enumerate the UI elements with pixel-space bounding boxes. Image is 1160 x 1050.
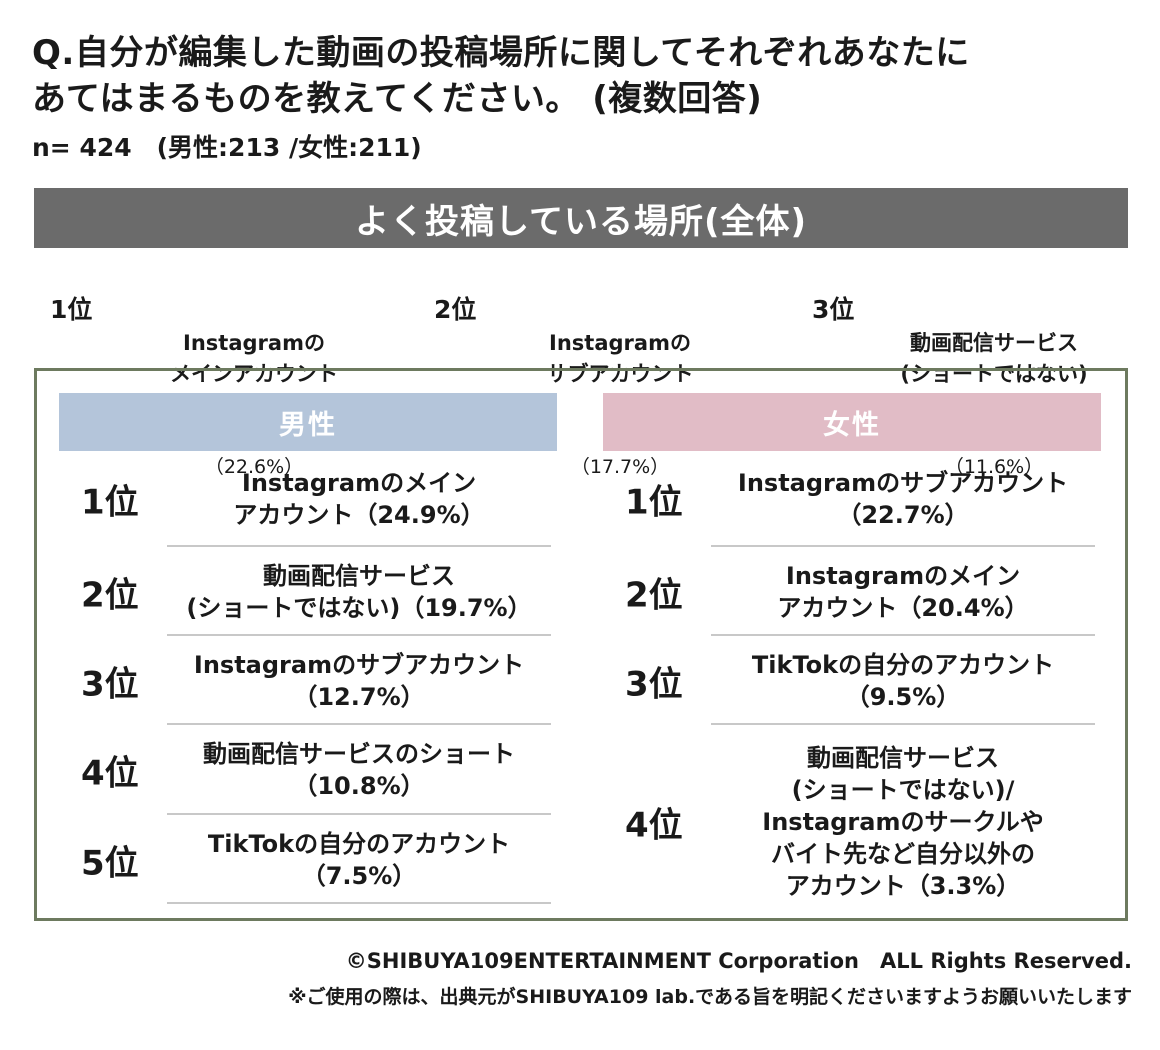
rank-text: 動画配信サービスのショート （10.8%） <box>203 740 515 800</box>
row-divider <box>711 634 1095 636</box>
rank-text: Instagramのメイン アカウント（20.4%） <box>777 561 1029 622</box>
rank-number: 5位 <box>81 843 139 883</box>
overall-rank-3: 3位 <box>812 295 855 324</box>
female-rank-row-2: 2位 Instagramのメイン アカウント（20.4%） <box>603 547 1101 636</box>
male-rank-row-3: 3位 Instagramのサブアカウント （12.7%） <box>59 636 557 725</box>
male-header: 男性 <box>59 393 557 451</box>
row-divider <box>167 902 551 904</box>
rank-text: Instagramのサブアカウント （22.7%） <box>737 469 1069 529</box>
female-rank-row-3: 3位 TikTokの自分のアカウント （9.5%） <box>603 636 1101 725</box>
male-ranking-list: 1位 Instagramのメイン アカウント（24.9%） 2位 動画配信サービ… <box>59 451 557 904</box>
rank-number: 3位 <box>625 664 683 704</box>
rank-text: TikTokの自分のアカウント （9.5%） <box>751 650 1055 711</box>
overall-banner: よく投稿している場所(全体) <box>34 188 1128 248</box>
male-rank-row-5: 5位 TikTokの自分のアカウント （7.5%） <box>59 815 557 904</box>
female-rank-row-4: 4位 動画配信サービス (ショートではない)/ Instagramのサークルや … <box>603 725 1101 919</box>
row-divider <box>167 813 551 815</box>
male-rank-row-4: 4位 動画配信サービスのショート （10.8%） <box>59 725 557 815</box>
usage-notice: ※ご使用の際は、出典元がSHIBUYA109 lab.である旨を明記くださいます… <box>288 986 1132 1008</box>
female-ranking-list: 1位 Instagramのサブアカウント （22.7%） 2位 Instagra… <box>603 451 1101 919</box>
rank-text: TikTokの自分のアカウント （7.5%） <box>207 829 511 890</box>
rank-number: 2位 <box>625 575 683 615</box>
row-divider <box>167 634 551 636</box>
rank-number: 2位 <box>81 575 139 615</box>
gender-ranking-box: 男性 女性 1位 Instagramのメイン アカウント（24.9%） 2位 動… <box>34 368 1128 921</box>
rank-number: 3位 <box>81 664 139 704</box>
male-rank-row-1: 1位 Instagramのメイン アカウント（24.9%） <box>59 451 557 547</box>
rank-number: 1位 <box>81 482 139 523</box>
question-line-1: Q.自分が編集した動画の投稿場所に関してそれぞれあなたに <box>32 33 970 73</box>
row-divider <box>167 723 551 725</box>
overall-item-3-text: 動画配信サービス (ショートではない) <box>900 331 1088 386</box>
male-rank-row-2: 2位 動画配信サービス (ショートではない)（19.7%） <box>59 547 557 636</box>
rank-text: 動画配信サービス (ショートではない)（19.7%） <box>186 561 532 622</box>
rank-text: Instagramのサブアカウント （12.7%） <box>193 650 525 711</box>
overall-item-1-pct: （22.6%） <box>204 456 304 478</box>
overall-item-2-text: Instagramの サブアカウント <box>546 331 694 386</box>
question-title: Q.自分が編集した動画の投稿場所に関してそれぞれあなたに あてはまるものを教えて… <box>32 30 1132 122</box>
row-divider <box>711 723 1095 725</box>
row-divider <box>167 545 551 547</box>
row-divider <box>711 545 1095 547</box>
rank-number: 4位 <box>625 805 683 846</box>
overall-rank-2: 2位 <box>434 295 477 324</box>
female-rank-row-1: 1位 Instagramのサブアカウント （22.7%） <box>603 451 1101 547</box>
rank-text: Instagramのメイン アカウント（24.9%） <box>233 469 485 529</box>
sample-size: n= 424 (男性:213 /女性:211) <box>32 133 422 162</box>
question-line-2: あてはまるものを教えてください。 (複数回答) <box>32 79 763 119</box>
rank-number: 1位 <box>625 482 683 523</box>
rank-number: 4位 <box>81 753 139 794</box>
overall-item-3: 動画配信サービス (ショートではない) （11.6%） <box>894 266 1094 545</box>
overall-ranking: 1位 Instagramの メインアカウント （22.6%） 2位 Instag… <box>34 262 1128 478</box>
overall-item-2-pct: （17.7%） <box>570 456 670 478</box>
overall-item-1: Instagramの メインアカウント （22.6%） <box>144 266 364 545</box>
female-header: 女性 <box>603 393 1101 451</box>
overall-item-3-pct: （11.6%） <box>944 456 1044 478</box>
copyright: ©SHIBUYA109ENTERTAINMENT Corporation ALL… <box>345 949 1132 973</box>
overall-rank-1: 1位 <box>50 295 93 324</box>
overall-item-2: Instagramの サブアカウント （17.7%） <box>520 266 720 545</box>
overall-item-1-text: Instagramの メインアカウント <box>170 331 338 386</box>
rank-text: 動画配信サービス (ショートではない)/ Instagramのサークルや バイト… <box>762 744 1044 900</box>
